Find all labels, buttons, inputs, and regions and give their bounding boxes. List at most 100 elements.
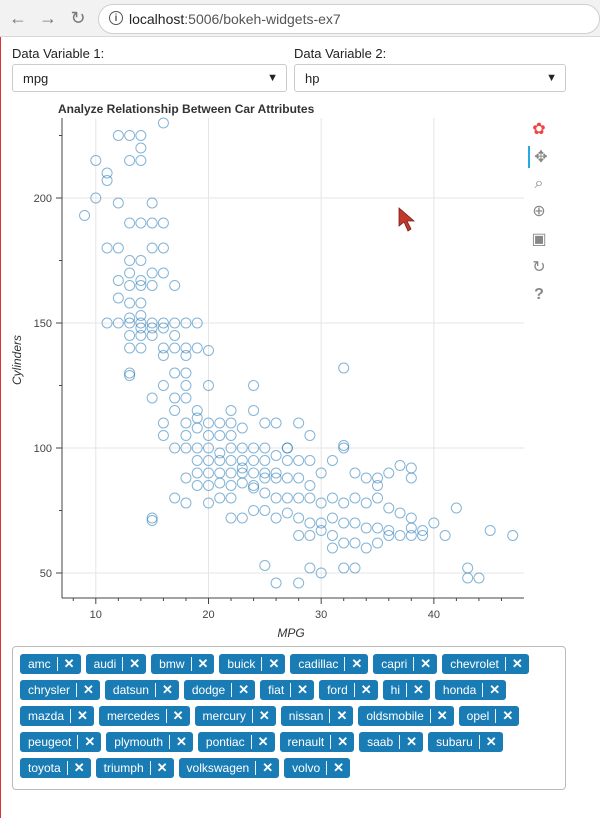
- pan-tool-icon[interactable]: ✥: [528, 146, 552, 168]
- back-arrow-icon[interactable]: ←: [9, 7, 27, 28]
- remove-tag-icon[interactable]: ✕: [420, 656, 432, 671]
- remove-tag-icon[interactable]: ✕: [63, 656, 75, 671]
- remove-tag-icon[interactable]: ✕: [84, 734, 96, 749]
- data-point: [112, 242, 124, 254]
- remove-tag-icon[interactable]: ✕: [238, 682, 250, 697]
- data-point: [372, 537, 384, 549]
- tag-separator: [330, 735, 332, 749]
- data-point: [157, 242, 169, 254]
- remove-tag-icon[interactable]: ✕: [406, 734, 418, 749]
- info-icon: i: [109, 11, 123, 25]
- tag-separator: [66, 761, 68, 775]
- data-point: [304, 517, 316, 529]
- remove-tag-icon[interactable]: ✕: [268, 656, 280, 671]
- tag-chrysler: chrysler ✕: [20, 680, 100, 700]
- data-point: [101, 175, 113, 186]
- help-tool-icon[interactable]: ?: [534, 286, 544, 303]
- data-point: [383, 502, 395, 514]
- x-tick-label: 10: [90, 609, 102, 621]
- address-bar[interactable]: i localhost:5006/bokeh-widgets-ex7: [98, 4, 600, 34]
- plot-toolbar: ✿ ✥ ⌕ ⊕ ▣ ↻ ?: [526, 118, 554, 308]
- tag-label: bmw: [159, 657, 185, 671]
- var1-label: Data Variable 1:: [12, 46, 105, 61]
- save-tool-icon[interactable]: ▣: [531, 231, 547, 248]
- remove-tag-icon[interactable]: ✕: [333, 760, 345, 775]
- remove-tag-icon[interactable]: ✕: [511, 656, 523, 671]
- data-point: [135, 275, 147, 286]
- data-point: [135, 155, 147, 166]
- tag-separator: [290, 683, 292, 697]
- remove-tag-icon[interactable]: ✕: [73, 760, 85, 775]
- remove-tag-icon[interactable]: ✕: [360, 682, 372, 697]
- data-point: [372, 472, 384, 484]
- remove-tag-icon[interactable]: ✕: [502, 708, 514, 723]
- reload-icon[interactable]: ↻: [70, 7, 86, 28]
- remove-tag-icon[interactable]: ✕: [161, 682, 173, 697]
- url-text: localhost:5006/bokeh-widgets-ex7: [129, 11, 341, 27]
- data-point: [315, 567, 327, 579]
- remove-tag-icon[interactable]: ✕: [489, 682, 501, 697]
- wheel-zoom-tool-icon[interactable]: ⊕: [532, 203, 546, 220]
- data-point: [281, 492, 293, 504]
- x-tick-label: 40: [428, 609, 440, 621]
- remove-tag-icon[interactable]: ✕: [156, 760, 168, 775]
- remove-tag-icon[interactable]: ✕: [129, 656, 141, 671]
- data-point: [236, 512, 248, 524]
- var1-select[interactable]: mpg ▼: [12, 64, 287, 92]
- data-point: [135, 280, 147, 291]
- remove-tag-icon[interactable]: ✕: [197, 656, 209, 671]
- data-point: [428, 517, 440, 529]
- data-point: [135, 310, 147, 321]
- tag-separator: [406, 683, 407, 697]
- data-point: [191, 405, 203, 416]
- remove-tag-icon[interactable]: ✕: [436, 708, 448, 723]
- remove-tag-icon[interactable]: ✕: [83, 682, 94, 697]
- data-point: [259, 560, 271, 571]
- remove-tag-icon[interactable]: ✕: [257, 734, 269, 749]
- remove-tag-icon[interactable]: ✕: [77, 708, 88, 723]
- tag-label: mercury: [202, 709, 246, 723]
- data-point: [112, 130, 124, 141]
- chevron-down-icon: ▼: [267, 72, 278, 84]
- data-point: [304, 492, 316, 504]
- data-point: [214, 467, 226, 479]
- reset-tool-icon[interactable]: ↻: [532, 259, 546, 276]
- tag-subaru: subaru ✕: [428, 732, 503, 752]
- remove-tag-icon[interactable]: ✕: [172, 708, 184, 723]
- tag-label: renault: [287, 735, 325, 749]
- data-point: [191, 422, 203, 434]
- data-point: [202, 417, 214, 429]
- remove-tag-icon[interactable]: ✕: [351, 656, 363, 671]
- tag-separator: [495, 709, 497, 723]
- tag-saab: saab ✕: [359, 732, 424, 752]
- data-point: [225, 455, 237, 466]
- remove-tag-icon[interactable]: ✕: [258, 708, 270, 723]
- data-point: [169, 405, 181, 416]
- var2-select[interactable]: hp ▼: [294, 64, 566, 92]
- remove-tag-icon[interactable]: ✕: [176, 734, 187, 749]
- box-zoom-tool-icon[interactable]: ⌕: [534, 175, 544, 192]
- data-point: [112, 275, 124, 286]
- data-point: [112, 317, 124, 329]
- data-point: [225, 512, 237, 524]
- data-point: [124, 330, 136, 341]
- forward-arrow-icon[interactable]: →: [39, 7, 57, 28]
- remove-tag-icon[interactable]: ✕: [262, 760, 274, 775]
- data-point: [157, 267, 169, 279]
- data-point: [124, 312, 136, 324]
- data-point: [180, 380, 192, 391]
- tag-separator: [190, 657, 192, 671]
- data-point: [248, 467, 260, 479]
- data-point: [315, 497, 327, 509]
- data-point: [270, 577, 282, 589]
- remove-tag-icon[interactable]: ✕: [297, 682, 309, 697]
- remove-tag-icon[interactable]: ✕: [337, 734, 349, 749]
- data-point: [372, 522, 384, 534]
- plot-title: Analyze Relationship Between Car Attribu…: [58, 102, 315, 116]
- data-point: [236, 462, 248, 474]
- remove-tag-icon[interactable]: ✕: [336, 708, 348, 723]
- car-brand-multichoice[interactable]: amc ✕ audi ✕ bmw ✕ buick ✕ cadillac ✕ capri ✕ chevro…: [12, 646, 566, 790]
- remove-tag-icon[interactable]: ✕: [413, 682, 424, 697]
- remove-tag-icon[interactable]: ✕: [485, 734, 497, 749]
